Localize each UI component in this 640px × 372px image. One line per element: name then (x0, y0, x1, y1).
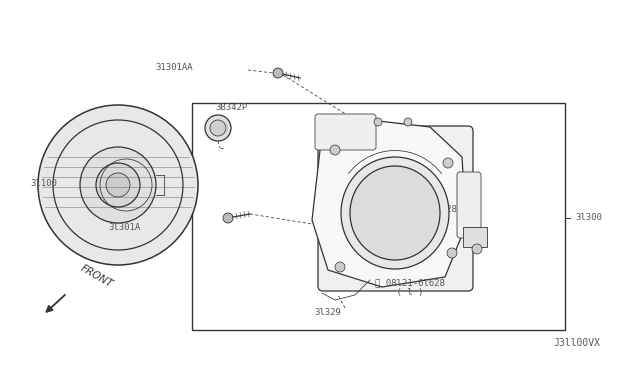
Text: 3l301A: 3l301A (108, 224, 140, 232)
Circle shape (404, 118, 412, 126)
Bar (192, 103, 565, 330)
FancyBboxPatch shape (315, 114, 376, 150)
Circle shape (38, 105, 198, 265)
Circle shape (205, 115, 231, 141)
Text: J3ll00VX: J3ll00VX (553, 338, 600, 348)
Ellipse shape (341, 157, 449, 269)
Text: 31301AA: 31301AA (156, 64, 193, 73)
Text: FRONT: FRONT (79, 263, 115, 289)
Text: ③ 08l21-6l628
    ( l ): ③ 08l21-6l628 ( l ) (375, 278, 445, 297)
Circle shape (106, 173, 130, 197)
FancyBboxPatch shape (463, 227, 487, 247)
Circle shape (335, 262, 345, 272)
Circle shape (330, 145, 340, 155)
Text: 3l300: 3l300 (575, 214, 602, 222)
Circle shape (80, 147, 156, 223)
Circle shape (447, 248, 457, 258)
Circle shape (374, 118, 382, 126)
Circle shape (273, 68, 283, 78)
Circle shape (96, 163, 140, 207)
Circle shape (210, 120, 226, 136)
Text: 3l100: 3l100 (30, 179, 57, 187)
FancyBboxPatch shape (457, 172, 481, 238)
Polygon shape (312, 120, 466, 287)
Circle shape (443, 158, 453, 168)
Circle shape (223, 213, 233, 223)
Text: 3l329: 3l329 (315, 308, 341, 317)
Text: 3l328E: 3l328E (430, 205, 462, 215)
Text: 3B342P: 3B342P (215, 103, 247, 112)
Circle shape (472, 244, 482, 254)
FancyBboxPatch shape (318, 126, 473, 291)
Ellipse shape (350, 166, 440, 260)
